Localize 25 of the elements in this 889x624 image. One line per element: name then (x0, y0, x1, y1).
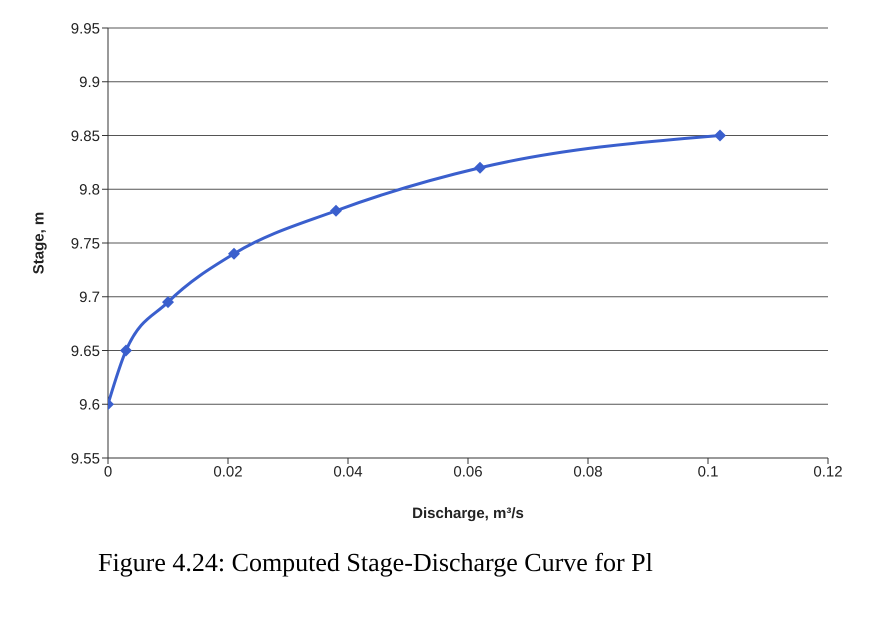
y-tick-label: 9.7 (79, 289, 100, 306)
point (330, 204, 342, 217)
caption: Figure 4.24: Computed Stage-Discharge Curve for Pl (98, 548, 654, 578)
x-tick-label: 0 (104, 464, 112, 481)
x-tick-label: 0.1 (698, 464, 718, 481)
x-tick-label: 0.04 (333, 464, 363, 481)
point (120, 344, 132, 356)
y-axis-title: Stage, m (30, 212, 48, 274)
y-tick-label: 9.75 (70, 235, 100, 252)
x-axis-title: Discharge, m³/s (412, 505, 524, 522)
point (714, 130, 726, 142)
y-tick-label: 9.55 (70, 450, 100, 468)
y-tick-label: 9.6 (79, 396, 100, 414)
y-tick-label: 9.65 (70, 342, 100, 360)
x-tick-label: 0.02 (213, 464, 243, 481)
x-tick-label: 0.06 (453, 464, 483, 481)
point (474, 162, 486, 174)
point (228, 248, 240, 260)
y-tick-label: 9.9 (79, 74, 100, 92)
point (162, 296, 174, 308)
y-tick-label: 9.95 (70, 20, 100, 38)
x-tick-label: 0.12 (813, 464, 843, 481)
x-tick-label: 0.08 (573, 464, 603, 481)
y-tick-label: 9.85 (70, 128, 100, 145)
y-tick-label: 9.8 (79, 182, 100, 199)
